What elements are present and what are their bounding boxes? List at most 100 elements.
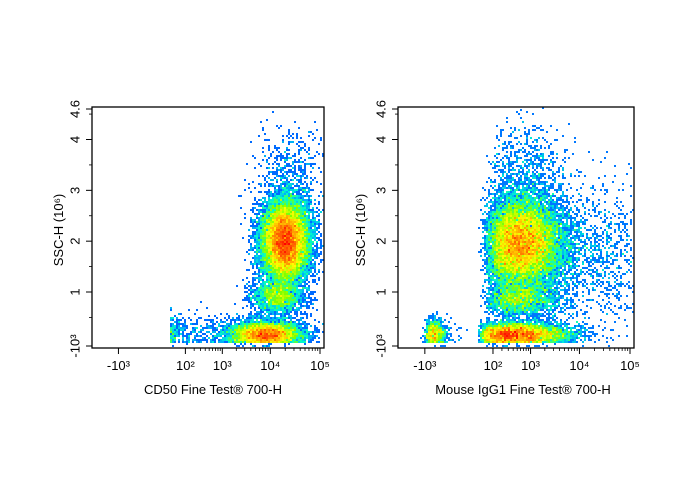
density-cell xyxy=(566,319,568,321)
density-cell xyxy=(256,335,258,337)
density-cell xyxy=(254,239,256,241)
density-cell xyxy=(306,215,308,217)
density-cell xyxy=(532,163,534,165)
density-cell xyxy=(504,177,506,179)
density-cell xyxy=(268,241,270,243)
density-cell xyxy=(544,191,546,193)
density-cell xyxy=(256,247,258,249)
density-cell xyxy=(206,323,208,325)
density-cell xyxy=(278,245,280,247)
density-cell xyxy=(304,321,306,323)
density-cell xyxy=(618,241,620,243)
density-cell xyxy=(266,213,268,215)
density-cell xyxy=(274,313,276,315)
density-cell xyxy=(562,251,564,253)
density-cell xyxy=(558,259,560,261)
density-cell xyxy=(304,205,306,207)
density-cell xyxy=(224,341,226,343)
density-cell xyxy=(280,193,282,195)
density-cell xyxy=(274,337,276,339)
density-cell xyxy=(274,289,276,291)
density-cell xyxy=(290,205,292,207)
density-cell xyxy=(570,173,572,175)
density-cell xyxy=(266,175,268,177)
density-cell xyxy=(296,239,298,241)
density-cell xyxy=(314,297,316,299)
density-cell xyxy=(500,135,502,137)
density-cell xyxy=(294,279,296,281)
density-cell xyxy=(532,191,534,193)
density-cell xyxy=(290,257,292,259)
density-cell xyxy=(264,329,266,331)
density-cell xyxy=(322,209,324,211)
density-cell xyxy=(542,181,544,183)
density-cell xyxy=(262,221,264,223)
density-cell xyxy=(502,317,504,319)
density-cell xyxy=(282,279,284,281)
density-cell xyxy=(450,335,452,337)
density-cell xyxy=(304,195,306,197)
density-cell xyxy=(214,315,216,317)
density-cell xyxy=(302,147,304,149)
density-cell xyxy=(306,207,308,209)
density-cell xyxy=(564,215,566,217)
density-cell xyxy=(294,209,296,211)
density-cell xyxy=(536,317,538,319)
density-cell xyxy=(518,151,520,153)
density-cell xyxy=(630,247,632,249)
density-cell xyxy=(478,339,480,341)
density-cell xyxy=(266,191,268,193)
density-cell xyxy=(302,209,304,211)
density-cell xyxy=(502,169,504,171)
density-cell xyxy=(256,333,258,335)
density-cell xyxy=(286,179,288,181)
density-cell xyxy=(484,221,486,223)
density-cell xyxy=(282,253,284,255)
density-cell xyxy=(316,211,318,213)
density-cell xyxy=(292,297,294,299)
density-cell xyxy=(292,215,294,217)
density-cell xyxy=(516,183,518,185)
density-cell xyxy=(306,151,308,153)
density-cell xyxy=(314,281,316,283)
density-cell xyxy=(266,227,268,229)
density-cell xyxy=(264,237,266,239)
density-cell xyxy=(284,211,286,213)
density-cell xyxy=(536,187,538,189)
density-cell xyxy=(308,187,310,189)
density-cell xyxy=(312,139,314,141)
density-cell xyxy=(292,187,294,189)
density-cell xyxy=(264,331,266,333)
density-cell xyxy=(600,161,602,163)
density-cell xyxy=(282,311,284,313)
density-cell xyxy=(564,177,566,179)
density-cell xyxy=(310,195,312,197)
density-cell xyxy=(562,211,564,213)
density-cell xyxy=(170,333,172,335)
density-cell xyxy=(272,265,274,267)
density-cell xyxy=(502,213,504,215)
density-cell xyxy=(304,169,306,171)
density-cell xyxy=(546,207,548,209)
density-cell xyxy=(534,321,536,323)
density-cell xyxy=(296,203,298,205)
density-cell xyxy=(308,217,310,219)
density-cell xyxy=(264,249,266,251)
density-cell xyxy=(286,311,288,313)
density-cell xyxy=(630,219,632,221)
density-cell xyxy=(596,241,598,243)
density-cell xyxy=(288,193,290,195)
density-cell xyxy=(614,259,616,261)
density-cell xyxy=(316,181,318,183)
density-cell xyxy=(280,335,282,337)
density-cell xyxy=(278,187,280,189)
density-cell xyxy=(568,209,570,211)
density-cell xyxy=(308,297,310,299)
density-cell xyxy=(546,185,548,187)
density-cell xyxy=(262,333,264,335)
density-cell xyxy=(312,255,314,257)
density-cell xyxy=(294,247,296,249)
density-cell xyxy=(560,185,562,187)
density-cell xyxy=(306,289,308,291)
density-cell xyxy=(584,243,586,245)
